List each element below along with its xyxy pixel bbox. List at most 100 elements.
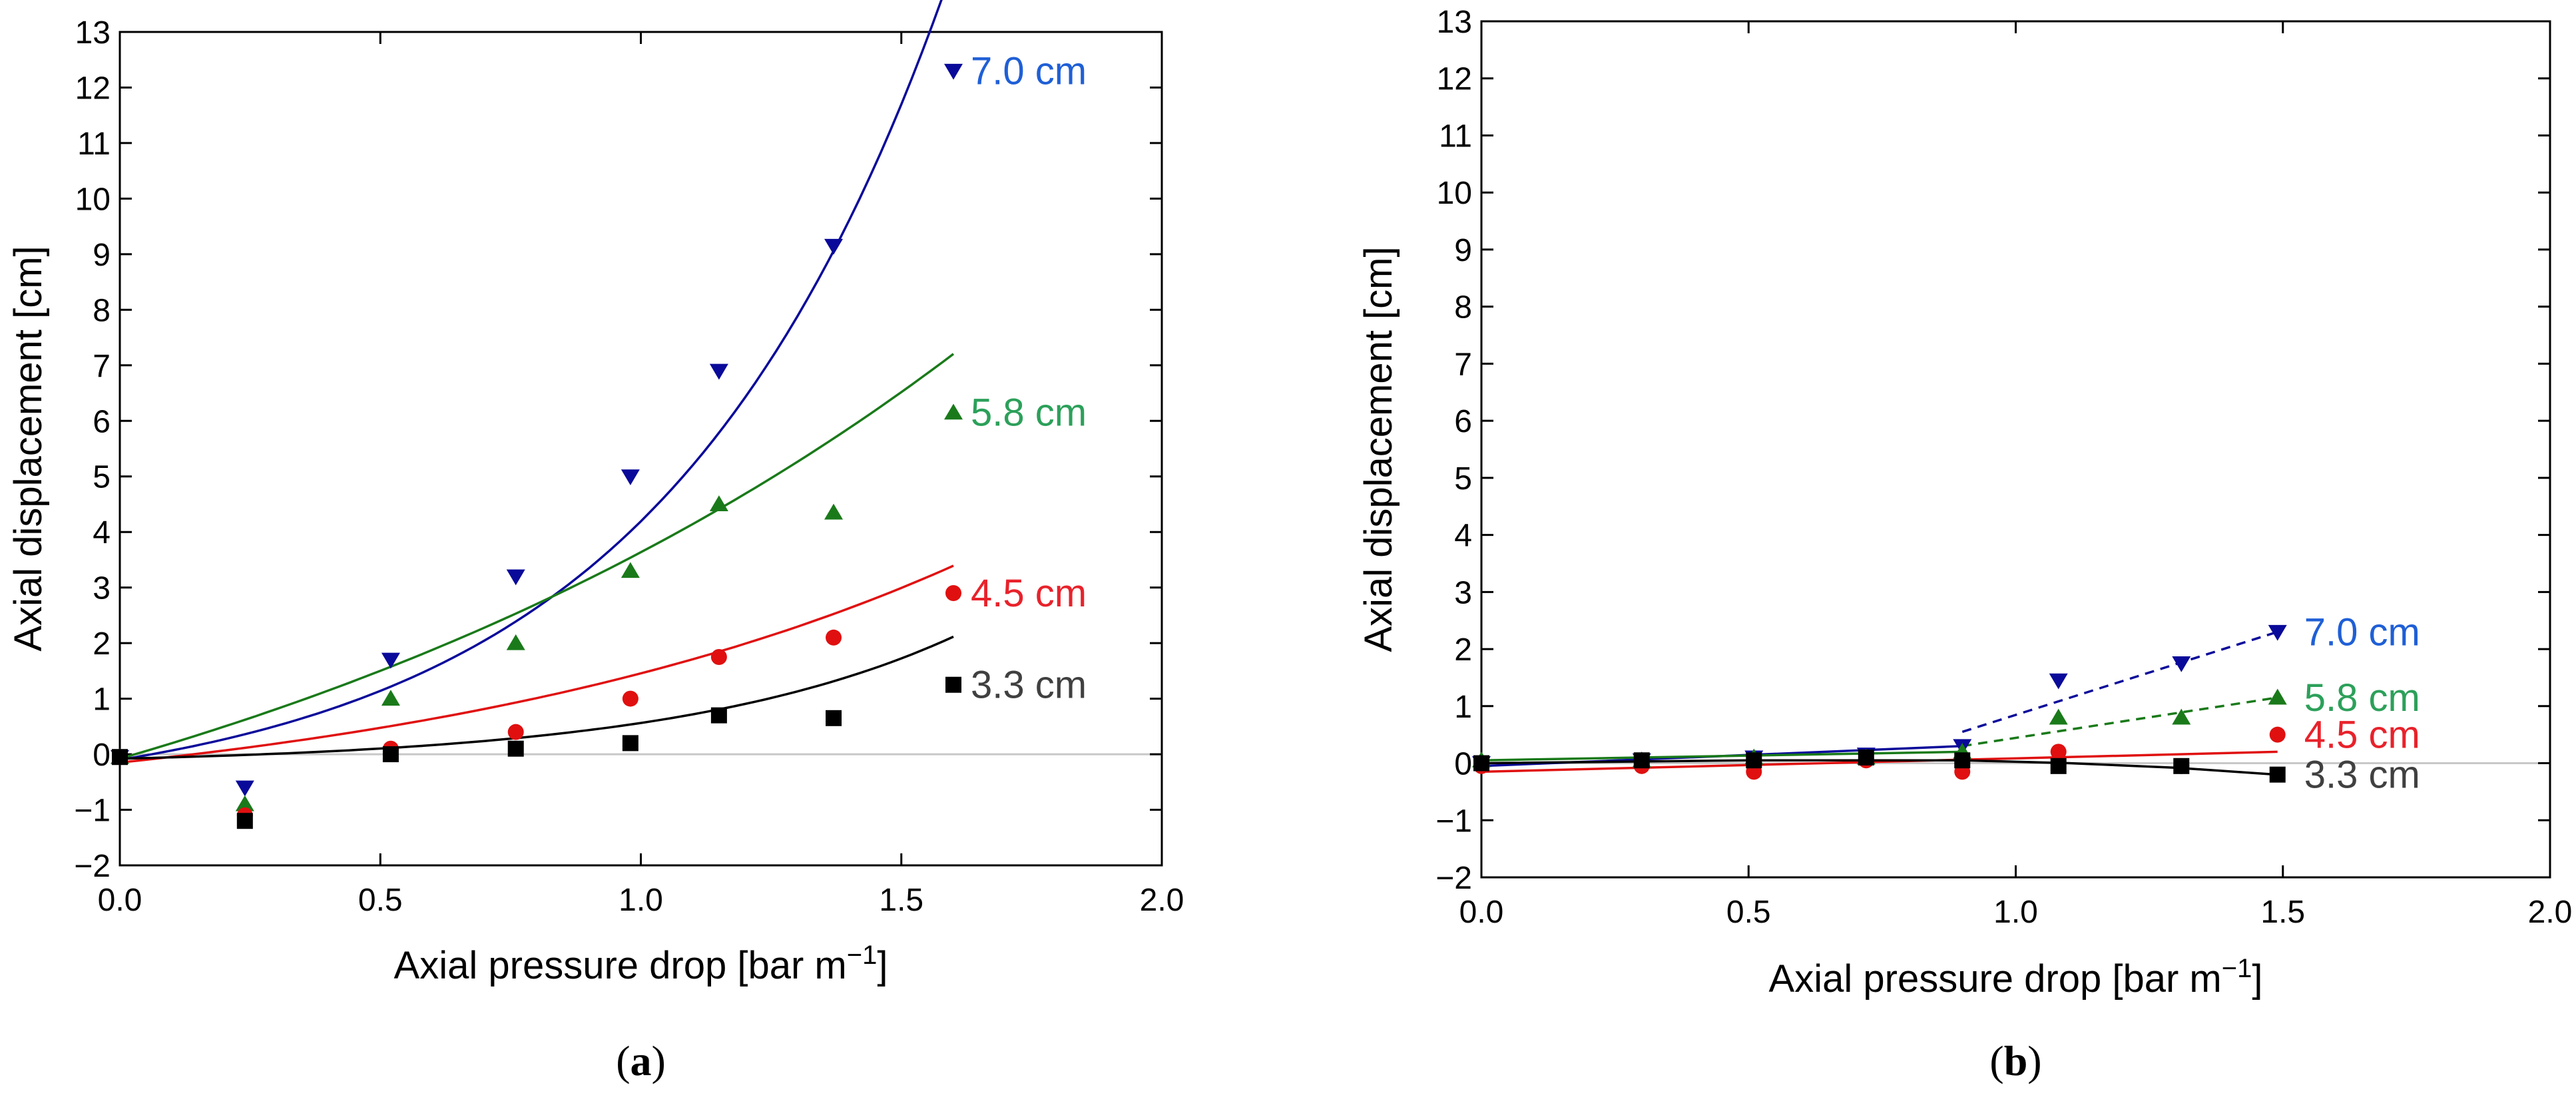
data-point xyxy=(2268,624,2287,641)
y-tick-label: 5 xyxy=(93,460,111,495)
y-tick-label: 1 xyxy=(1454,690,1472,725)
x-axis-label-b: Axial pressure drop [bar m−1] xyxy=(1769,954,2263,1000)
data-point xyxy=(622,690,639,707)
data-point xyxy=(621,469,640,486)
y-tick-label: 0 xyxy=(1454,747,1472,782)
x-tick-label: 1.0 xyxy=(619,883,663,918)
y-tick-label: 6 xyxy=(1454,404,1472,439)
data-point xyxy=(1633,752,1650,769)
y-tick-label: 4 xyxy=(1454,519,1472,554)
data-point xyxy=(944,63,963,80)
x-axis-label-a: Axial pressure drop [bar m−1] xyxy=(394,941,888,987)
series-labels-b: 7.0 cm 5.8 cm4.5 cm3.3 cm xyxy=(2304,610,2420,796)
y-tick-label: 10 xyxy=(1437,176,1472,211)
fit-curve xyxy=(119,353,955,760)
data-point xyxy=(2172,708,2191,725)
fit-curve-dashed xyxy=(1962,696,2278,748)
x-axis-ticks-b: 0.0 0.5 1.0 1.5 2.0 xyxy=(1459,21,2572,930)
data-point xyxy=(2269,766,2286,783)
fit-curve-dashed xyxy=(1961,630,2278,734)
series-label: 5.8 cm xyxy=(971,391,1087,435)
x-tick-label: 0.5 xyxy=(1726,895,1771,930)
y-tick-label: 8 xyxy=(93,293,111,328)
data-point xyxy=(826,629,842,646)
data-point xyxy=(621,562,640,578)
y-tick-label: 9 xyxy=(1454,233,1472,268)
data-point xyxy=(2269,726,2286,743)
y-tick-label: 5 xyxy=(1454,461,1472,497)
fit-curves-b xyxy=(1481,630,2278,776)
fit-curve xyxy=(119,564,954,764)
y-tick-label: 12 xyxy=(1437,62,1472,97)
data-point xyxy=(507,740,524,757)
y-tick-label: −1 xyxy=(1435,803,1472,839)
data-point xyxy=(709,363,728,380)
data-point xyxy=(2049,673,2068,690)
series-label: 4.5 cm xyxy=(2304,714,2420,757)
data-point xyxy=(710,649,727,665)
x-axis-ticks-a: 0.0 0.5 1.0 1.5 2.0 xyxy=(98,32,1184,918)
x-tick-label: 2.0 xyxy=(1140,883,1184,918)
data-point xyxy=(2173,758,2190,774)
y-tick-label: 2 xyxy=(1454,632,1472,668)
y-axis-label-a: Axial displacement [cm] xyxy=(7,246,50,651)
data-point xyxy=(1746,752,1762,769)
x-tick-label: 0.0 xyxy=(98,883,142,918)
data-point xyxy=(1473,755,1489,771)
x-tick-label: 1.5 xyxy=(2260,895,2305,930)
data-point xyxy=(945,585,961,602)
data-point xyxy=(112,749,128,766)
fit-curve xyxy=(119,635,954,760)
data-point xyxy=(2050,744,2067,760)
fit-curves-a xyxy=(119,0,955,764)
y-tick-label: 7 xyxy=(1454,347,1472,382)
data-point xyxy=(944,403,963,420)
y-axis-label-b: Axial displacement [cm] xyxy=(1357,246,1400,652)
y-tick-label: 4 xyxy=(93,515,111,550)
fit-curve xyxy=(119,0,943,762)
fit-curve xyxy=(1481,750,2278,773)
y-tick-label: 13 xyxy=(1437,5,1472,40)
data-point xyxy=(1954,752,1971,769)
data-point xyxy=(826,710,842,726)
data-point xyxy=(382,746,399,763)
y-tick-label: 8 xyxy=(1454,290,1472,326)
data-point xyxy=(709,495,728,511)
fit-curve xyxy=(1481,750,1963,762)
y-tick-label: −2 xyxy=(1435,861,1472,896)
y-tick-label: 10 xyxy=(75,182,111,217)
series-labels-a: 7.0 cm 5.8 cm 4.5 cm 3.3 cm xyxy=(971,49,1087,706)
series-label: 7.0 cm xyxy=(971,49,1087,93)
series-label: 3.3 cm xyxy=(2304,754,2420,797)
y-tick-label: 9 xyxy=(93,238,111,273)
data-point xyxy=(824,238,844,255)
y-tick-label: 11 xyxy=(1439,118,1472,154)
series-label: 7.0 cm xyxy=(2304,610,2420,654)
y-tick-label: −1 xyxy=(74,793,111,829)
plot-area-a xyxy=(119,31,1163,867)
y-tick-label: 7 xyxy=(93,349,111,384)
data-point xyxy=(506,569,525,586)
series-label: 3.3 cm xyxy=(971,664,1087,707)
data-point xyxy=(381,690,400,706)
data-point xyxy=(507,724,524,740)
panel-label-a: (a) xyxy=(616,1037,666,1084)
data-point xyxy=(506,634,525,650)
y-tick-label: 3 xyxy=(93,571,111,606)
data-point xyxy=(236,813,253,829)
x-tick-label: 1.5 xyxy=(879,883,923,918)
y-tick-label: 1 xyxy=(93,682,111,718)
y-tick-label: −2 xyxy=(74,849,111,884)
x-tick-label: 0.0 xyxy=(1459,895,1504,930)
y-tick-label: 13 xyxy=(75,15,111,51)
y-tick-label: 0 xyxy=(93,738,111,773)
data-point xyxy=(2172,656,2191,672)
y-tick-label: 6 xyxy=(93,404,111,439)
y-tick-label: 12 xyxy=(75,71,111,106)
data-point xyxy=(1858,749,1874,766)
